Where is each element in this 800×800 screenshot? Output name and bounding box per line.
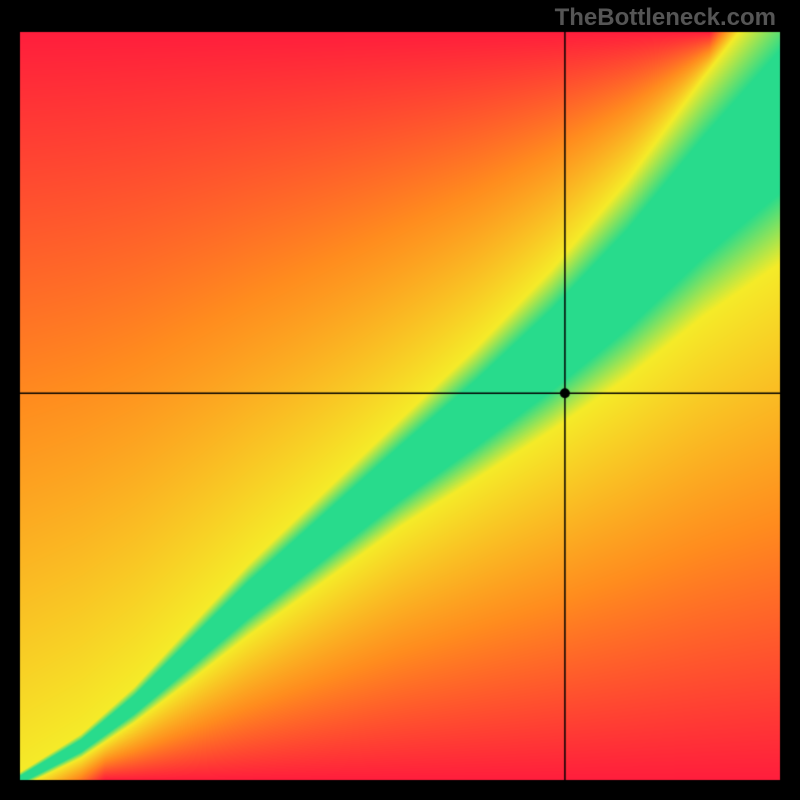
watermark-text: TheBottleneck.com	[555, 4, 776, 32]
bottleneck-heatmap	[0, 0, 800, 800]
chart-container: TheBottleneck.com	[0, 0, 800, 800]
